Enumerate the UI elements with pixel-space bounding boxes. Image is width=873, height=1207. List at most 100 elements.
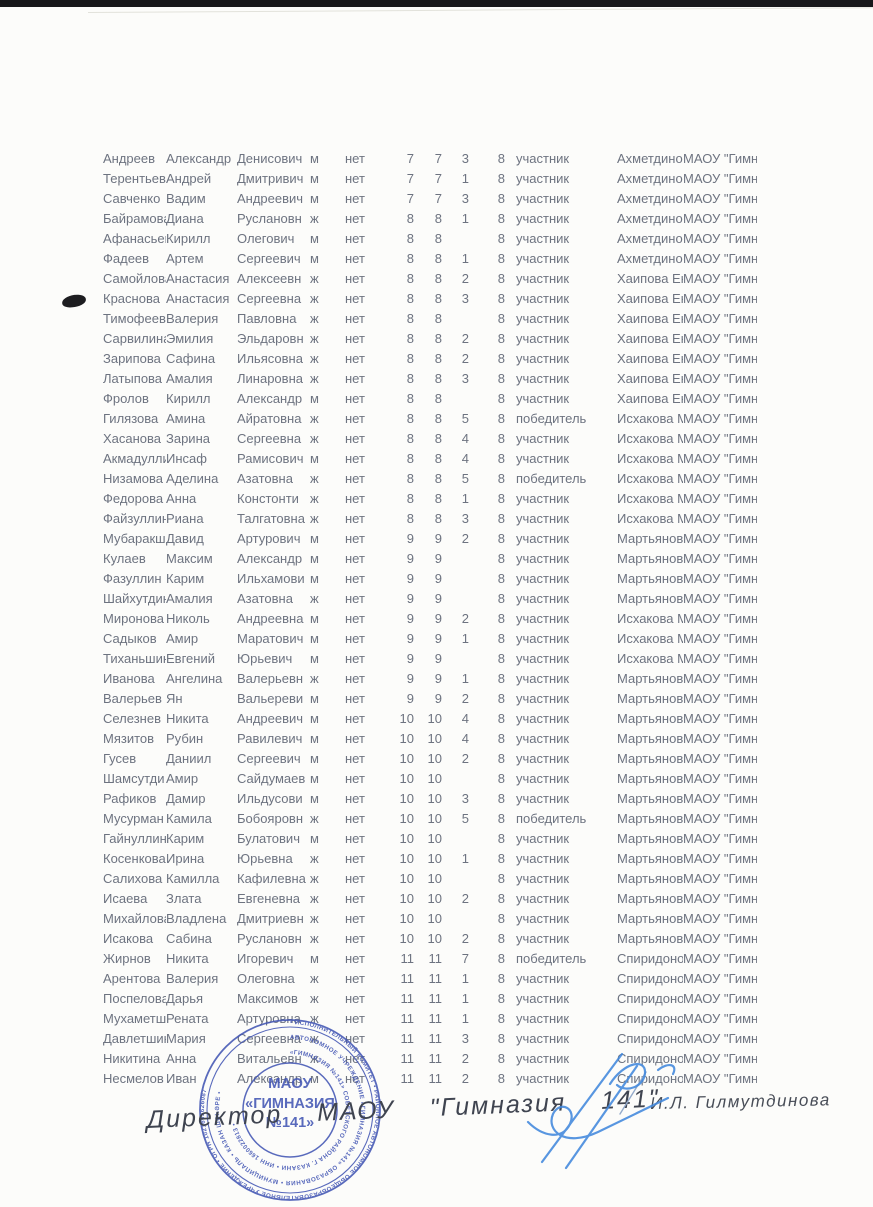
- firstname-cell: Артем: [166, 250, 204, 266]
- patronymic-cell: Булатович: [237, 830, 300, 846]
- gender-cell: м: [310, 150, 319, 166]
- code-cell: 8: [497, 390, 505, 406]
- teacher-cell: Спиридоно: [617, 970, 683, 986]
- table-row: Гайнуллин Карим Булатович м нет 10 10 8 участник…: [103, 828, 757, 848]
- parallel-cell: 10: [427, 930, 442, 946]
- firstname-cell: Инсаф: [166, 450, 207, 466]
- no-flag-cell: нет: [345, 410, 365, 426]
- status-cell: победитель: [516, 470, 587, 486]
- school-cell: МАОУ "Гимн: [683, 870, 757, 886]
- teacher-cell: Мартьянов: [617, 570, 683, 586]
- school-cell: МАОУ "Гимн: [683, 790, 757, 806]
- parallel-cell: 10: [427, 710, 442, 726]
- firstname-cell: Даниил: [166, 750, 212, 766]
- surname-cell: Файзуллин: [103, 510, 166, 526]
- parallel-cell: 8: [434, 370, 442, 386]
- grade-cell: 10: [399, 790, 414, 806]
- no-flag-cell: нет: [345, 890, 365, 906]
- surname-cell: Исаева: [103, 890, 148, 906]
- patronymic-cell: Сергеевна: [237, 290, 302, 306]
- patronymic-cell: Азатовна: [237, 470, 293, 486]
- gender-cell: ж: [310, 1030, 319, 1046]
- surname-cell: Зарипова: [103, 350, 161, 366]
- firstname-cell: Иван: [166, 1070, 197, 1086]
- school-cell: МАОУ "Гимн: [683, 910, 757, 926]
- surname-cell: Несмелов: [103, 1070, 164, 1086]
- table-row: Мусурман Камила Бобояровн ж нет 10 10 5 8 победит…: [103, 808, 757, 828]
- table-row: Тимофеева Валерия Павловна ж нет 8 8 8 участник Х…: [103, 308, 757, 328]
- grade-cell: 9: [406, 690, 414, 706]
- patronymic-cell: Линаровна: [237, 370, 303, 386]
- grade-cell: 8: [406, 390, 414, 406]
- score-cell: 2: [461, 330, 469, 346]
- firstname-cell: Карим: [166, 830, 205, 846]
- school-cell: МАОУ "Гимн: [683, 830, 757, 846]
- score-cell: 3: [461, 290, 469, 306]
- code-cell: 8: [497, 250, 505, 266]
- table-row: Поспелова Дарья Максимов ж нет 11 11 1 8 участник…: [103, 988, 757, 1008]
- table-row: Фролов Кирилл Александр м нет 8 8 8 участник Хаип…: [103, 388, 757, 408]
- school-cell: МАОУ "Гимн: [683, 1010, 757, 1026]
- teacher-cell: Ахметдино: [617, 150, 683, 166]
- gender-cell: м: [310, 830, 319, 846]
- teacher-cell: Хаипова Ек: [617, 330, 683, 346]
- score-cell: 5: [461, 410, 469, 426]
- patronymic-cell: Андреевич: [237, 190, 304, 206]
- gender-cell: ж: [310, 290, 319, 306]
- school-cell: МАОУ "Гимн: [683, 170, 757, 186]
- school-cell: МАОУ "Гимн: [683, 750, 757, 766]
- parallel-cell: 10: [427, 750, 442, 766]
- score-cell: 1: [461, 970, 469, 986]
- firstname-cell: Вадим: [166, 190, 206, 206]
- status-cell: участник: [516, 530, 570, 546]
- parallel-cell: 8: [434, 230, 442, 246]
- surname-cell: Гайнуллин: [103, 830, 166, 846]
- gender-cell: м: [310, 610, 319, 626]
- code-cell: 8: [497, 1070, 505, 1086]
- surname-cell: Федорова: [103, 490, 164, 506]
- patronymic-cell: Кафилевна: [237, 870, 306, 886]
- parallel-cell: 8: [434, 410, 442, 426]
- firstname-cell: Камила: [166, 810, 212, 826]
- teacher-cell: Спиридоно: [617, 1030, 683, 1046]
- gender-cell: ж: [310, 670, 319, 686]
- no-flag-cell: нет: [345, 150, 365, 166]
- firstname-cell: Ян: [166, 690, 183, 706]
- stamp-center-line1: МАОУ: [268, 1075, 312, 1092]
- patronymic-cell: Денисович: [237, 150, 303, 166]
- firstname-cell: Сафина: [166, 350, 216, 366]
- patronymic-cell: Алексеевн: [237, 270, 302, 286]
- table-row: Шамсутди Амир Сайдумаев м нет 10 10 8 участник Ма…: [103, 768, 757, 788]
- patronymic-cell: Вальереви: [237, 690, 304, 706]
- patronymic-cell: Ильдусови: [237, 790, 303, 806]
- score-cell: 1: [461, 210, 469, 226]
- no-flag-cell: нет: [345, 770, 365, 786]
- code-cell: 8: [497, 310, 505, 326]
- surname-cell: Низамова: [103, 470, 163, 486]
- no-flag-cell: нет: [345, 650, 365, 666]
- teacher-cell: Хаипова Ек: [617, 370, 683, 386]
- school-cell: МАОУ "Гимн: [683, 210, 757, 226]
- score-cell: 2: [461, 530, 469, 546]
- patronymic-cell: Сергеевна: [237, 1030, 302, 1046]
- code-cell: 8: [497, 950, 505, 966]
- ink-blot-artifact: [61, 293, 87, 309]
- patronymic-cell: Маратович: [237, 630, 304, 646]
- status-cell: участник: [516, 910, 570, 926]
- table-row: Хасанова Зарина Сергеевна ж нет 8 8 4 8 участник И…: [103, 428, 757, 448]
- gender-cell: м: [310, 230, 319, 246]
- surname-cell: Арентова: [103, 970, 161, 986]
- code-cell: 8: [497, 430, 505, 446]
- school-cell: МАОУ "Гимн: [683, 250, 757, 266]
- firstname-cell: Аделина: [166, 470, 219, 486]
- gender-cell: м: [310, 750, 319, 766]
- table-row: Савченко Вадим Андреевич м нет 7 7 3 8 участник Ах…: [103, 188, 757, 208]
- table-row: Зарипова Сафина Ильясовна ж нет 8 8 2 8 участник Х…: [103, 348, 757, 368]
- table-row: Несмелов Иван Александр м нет 11 11 2 8 участник С…: [103, 1068, 757, 1088]
- parallel-cell: 8: [434, 430, 442, 446]
- table-row: Гилязова Амина Айратовна ж нет 8 8 5 8 победитель…: [103, 408, 757, 428]
- surname-cell: Фадеев: [103, 250, 150, 266]
- score-cell: 1: [461, 250, 469, 266]
- table-row: Файзуллин Риана Талгатовна ж нет 8 8 3 8 участник…: [103, 508, 757, 528]
- school-cell: МАОУ "Гимн: [683, 670, 757, 686]
